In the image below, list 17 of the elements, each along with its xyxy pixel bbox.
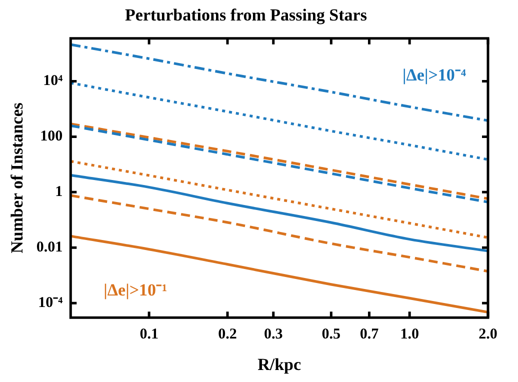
y-tick-label: 10⁴ <box>43 73 64 90</box>
y-tick-label: 10⁻⁴ <box>38 294 64 311</box>
annotation: |Δe|>10⁻¹ <box>104 280 168 300</box>
x-tick-label: 0.5 <box>322 326 341 342</box>
x-tick-label: 2.0 <box>478 326 498 342</box>
annotation: |Δe|>10⁻⁴ <box>402 65 466 84</box>
x-tick-label: 0.3 <box>264 326 283 342</box>
x-axis-title: R/kpc <box>258 355 302 374</box>
chart-title: Perturbations from Passing Stars <box>125 6 368 25</box>
y-tick-label: 100 <box>40 128 63 145</box>
y-axis-title: Number of Instances <box>8 102 27 254</box>
x-tick-label: 0.2 <box>218 326 237 342</box>
x-tick-label: 1.0 <box>400 326 419 342</box>
y-tick-label: 0.01 <box>36 240 63 256</box>
y-tick-label: 1 <box>55 184 63 200</box>
x-tick-label: 0.7 <box>360 326 380 342</box>
x-tick-label: 0.1 <box>140 326 158 342</box>
